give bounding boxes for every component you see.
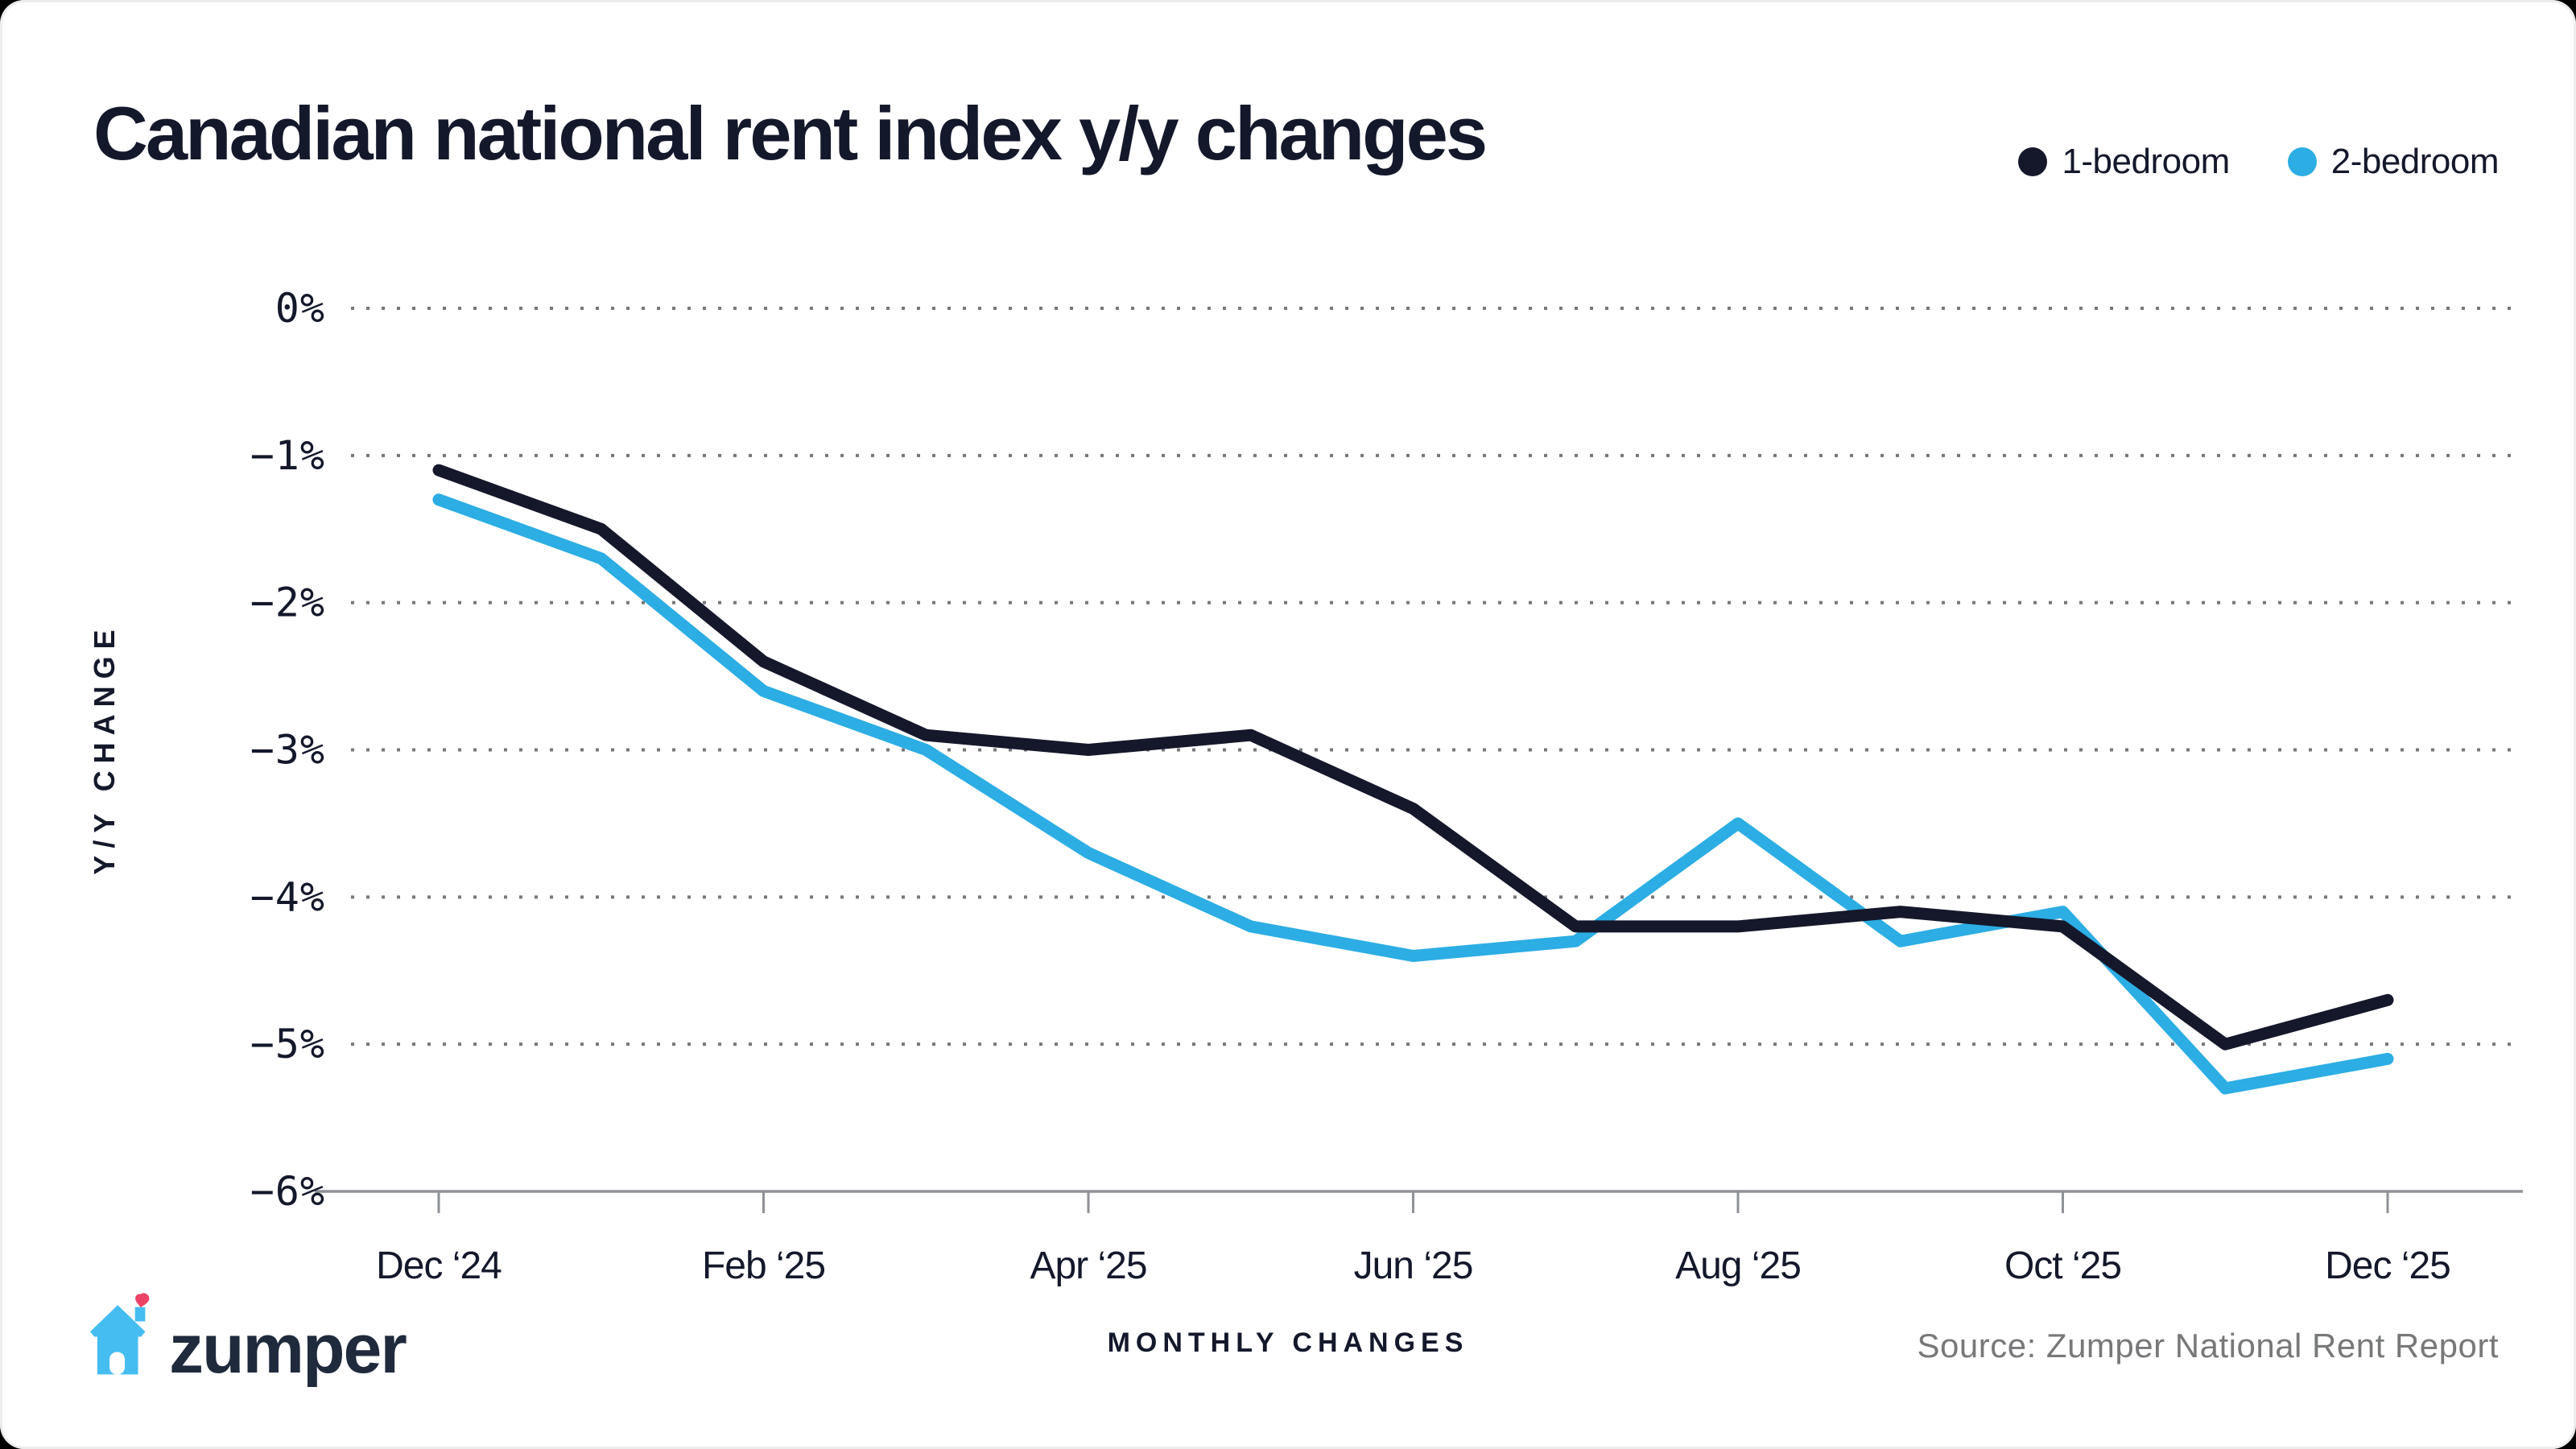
legend-dot-2-bedroom [2287,147,2317,176]
legend-item-1-bedroom: 1-bedroom [2018,142,2230,182]
y-axis-tick-label: 0% [275,285,325,332]
page-title: Canadian national rent index y/y changes [93,91,1488,175]
x-axis-tick-label: Oct ‘25 [2004,1245,2121,1287]
x-axis-tick-label: Jun ‘25 [1354,1245,1473,1287]
x-axis-tick-label: Apr ‘25 [1030,1245,1146,1287]
legend-item-2-bedroom: 2-bedroom [2287,142,2500,182]
y-axis-tick-label: −6% [250,1168,325,1215]
x-axis-tick-label: Aug ‘25 [1675,1245,1801,1287]
y-axis-tick-label: −1% [250,432,325,479]
footer-center-label: MONTHLY CHANGES [1107,1327,1469,1358]
y-axis-tick-label: −5% [250,1021,325,1067]
y-axis-tick-label: −2% [250,580,325,626]
x-axis-tick-label: Dec ‘24 [376,1245,502,1287]
series-line-1-bedroom [432,464,2394,1051]
x-axis-tick-label: Feb ‘25 [702,1245,825,1287]
y-axis-tick-label: −4% [250,873,325,920]
legend: 1-bedroom 2-bedroom [2018,142,2500,182]
x-axis-tick-label: Dec ‘25 [2325,1245,2450,1287]
zumper-house-icon [90,1293,150,1375]
legend-label-2-bedroom: 2-bedroom [2330,142,2500,181]
series-line-2-bedroom [432,493,2394,1095]
footer-source: Source: Zumper National Rent Report [1917,1327,2499,1364]
legend-label-1-bedroom: 1-bedroom [2062,142,2230,181]
footer: zumper MONTHLY CHANGES Source: Zumper Na… [0,1286,2576,1391]
brand-logo: zumper [90,1293,407,1388]
brand-wordmark: zumper [169,1310,407,1388]
y-axis-tick-label: −3% [250,726,325,773]
legend-dot-1-bedroom [2018,147,2048,176]
